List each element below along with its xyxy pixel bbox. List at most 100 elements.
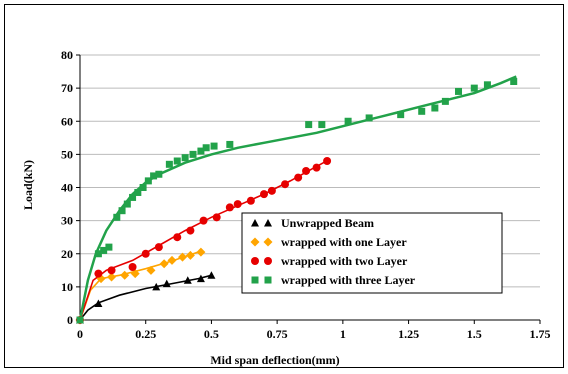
data-point-wrapped-with-three-layer — [441, 97, 449, 105]
legend-box — [241, 212, 503, 294]
x-tick-label: 1.75 — [530, 327, 551, 341]
legend-marker-wrapped-with-two-layer — [264, 257, 272, 265]
data-point-wrapped-with-three-layer — [470, 84, 478, 92]
data-point-wrapped-with-three-layer — [318, 121, 326, 129]
data-point-wrapped-with-three-layer — [344, 117, 352, 125]
data-point-unwrapped-beam — [94, 299, 103, 307]
x-tick-label: 1.25 — [398, 327, 419, 341]
trend-line-unwrapped-beam — [79, 274, 212, 321]
data-point-wrapped-with-two-layer — [246, 196, 255, 205]
x-tick-label: 1 — [340, 327, 346, 341]
chart-frame: 0 10 20 30 40 50 60 70 80 0 0.25 0.5 0.75 1 1.25 1.5 1.7… — [4, 4, 564, 368]
data-point-wrapped-with-two-layer — [233, 200, 242, 209]
data-point-unwrapped-beam — [162, 279, 171, 288]
data-point-wrapped-with-two-layer — [186, 226, 195, 235]
data-point-wrapped-with-three-layer — [134, 188, 142, 196]
data-point-wrapped-with-three-layer — [173, 157, 181, 165]
data-point-wrapped-with-three-layer — [197, 147, 205, 155]
legend-marker-unwrapped-beam — [251, 219, 259, 227]
legend-marker-wrapped-with-three-layer — [264, 276, 272, 284]
data-point-wrapped-with-three-layer — [431, 104, 439, 112]
y-tick-label: 70 — [61, 81, 73, 95]
y-tick-label: 60 — [61, 114, 73, 128]
data-point-wrapped-with-two-layer — [212, 213, 221, 222]
axes — [76, 54, 541, 324]
x-tick-label: 0 — [77, 327, 83, 341]
data-point-wrapped-with-two-layer — [199, 216, 208, 225]
data-point-wrapped-with-two-layer — [302, 166, 311, 175]
data-points — [75, 78, 518, 325]
legend-items: Unwrapped Beam wrapped with one Layer wrap… — [250, 216, 416, 287]
data-point-wrapped-with-two-layer — [128, 263, 137, 271]
data-point-unwrapped-beam — [152, 282, 161, 291]
data-point-wrapped-with-three-layer — [305, 121, 313, 129]
data-point-wrapped-with-two-layer — [294, 173, 303, 182]
data-point-wrapped-with-one-layer — [159, 259, 169, 269]
data-point-wrapped-with-three-layer — [418, 107, 426, 115]
y-tick-label: 20 — [61, 247, 73, 261]
trend-line-wrapped-with-three-layer — [78, 75, 517, 321]
data-point-wrapped-with-one-layer — [120, 270, 130, 280]
trend-line-wrapped-with-one-layer — [79, 250, 202, 321]
data-point-wrapped-with-three-layer — [123, 200, 131, 208]
y-tick-label: 50 — [61, 147, 73, 161]
data-point-wrapped-with-one-layer — [146, 265, 156, 275]
data-point-wrapped-with-three-layer — [226, 140, 234, 148]
data-point-unwrapped-beam — [183, 276, 192, 284]
data-point-wrapped-with-one-layer — [167, 255, 177, 265]
y-tick-label: 30 — [61, 214, 73, 228]
x-axis-label: Mid span deflection(mm) — [210, 353, 339, 367]
data-point-wrapped-with-three-layer — [100, 246, 108, 254]
y-tick-label: 40 — [61, 181, 73, 195]
data-point-wrapped-with-three-layer — [105, 243, 113, 251]
data-point-wrapped-with-two-layer — [260, 190, 268, 199]
tick-labels: 0 10 20 30 40 50 60 70 80 0 0.25 0.5 0.75 1 1.25 1.5 1.7… — [61, 48, 551, 341]
data-point-wrapped-with-one-layer — [130, 269, 140, 279]
x-tick-label: 0.25 — [135, 327, 156, 341]
data-point-unwrapped-beam — [196, 274, 205, 283]
data-point-wrapped-with-three-layer — [150, 172, 158, 180]
data-point-wrapped-with-three-layer — [94, 250, 102, 258]
trend-line-wrapped-with-two-layer — [79, 158, 331, 321]
data-point-wrapped-with-three-layer — [455, 87, 463, 95]
data-point-wrapped-with-three-layer — [510, 78, 518, 85]
data-point-wrapped-with-one-layer — [178, 252, 188, 262]
x-tick-label: 0.75 — [267, 327, 288, 341]
data-point-wrapped-with-three-layer — [144, 177, 152, 185]
y-tick-label: 10 — [61, 280, 73, 294]
data-point-wrapped-with-three-layer — [165, 160, 173, 168]
data-point-wrapped-with-two-layer — [173, 233, 182, 242]
data-point-wrapped-with-two-layer — [312, 163, 321, 172]
legend-marker-unwrapped-beam — [264, 219, 272, 227]
data-point-wrapped-with-three-layer — [118, 207, 126, 215]
y-tick-label: 0 — [67, 313, 73, 327]
data-point-wrapped-with-two-layer — [267, 186, 276, 195]
data-point-wrapped-with-two-layer — [281, 180, 290, 189]
load-deflection-chart: 0 10 20 30 40 50 60 70 80 0 0.25 0.5 0.75 1 1.25 1.5 1.7… — [21, 48, 551, 367]
data-point-wrapped-with-three-layer — [483, 81, 491, 89]
data-point-unwrapped-beam — [207, 271, 216, 279]
legend-marker-wrapped-with-three-layer — [251, 276, 259, 284]
data-point-wrapped-with-two-layer — [323, 157, 332, 165]
x-tick-label: 1.5 — [467, 327, 482, 341]
data-point-wrapped-with-three-layer — [139, 184, 147, 191]
legend-marker-wrapped-with-one-layer — [250, 237, 260, 247]
data-point-wrapped-with-three-layer — [210, 142, 218, 150]
data-point-wrapped-with-one-layer — [107, 272, 117, 282]
data-point-wrapped-with-one-layer — [185, 250, 195, 260]
data-point-wrapped-with-three-layer — [129, 193, 137, 201]
data-point-wrapped-with-three-layer — [202, 144, 210, 152]
data-point-wrapped-with-two-layer — [94, 269, 103, 278]
legend-marker-wrapped-with-two-layer — [251, 257, 259, 265]
legend: Unwrapped Beam wrapped with one Layer wrap… — [241, 212, 503, 294]
data-point-wrapped-with-three-layer — [113, 213, 121, 221]
legend-label-wrapped-with-two-layer: wrapped with two Layer — [281, 254, 408, 268]
legend-marker-wrapped-with-one-layer — [263, 237, 273, 247]
y-tick-label: 80 — [61, 48, 73, 62]
data-point-wrapped-with-two-layer — [225, 203, 234, 212]
data-point-wrapped-with-two-layer — [107, 266, 116, 275]
data-point-wrapped-with-three-layer — [365, 114, 373, 122]
data-point-wrapped-with-two-layer — [141, 249, 150, 258]
legend-label-unwrapped-beam: Unwrapped Beam — [281, 216, 374, 230]
data-point-wrapped-with-three-layer — [76, 316, 84, 324]
